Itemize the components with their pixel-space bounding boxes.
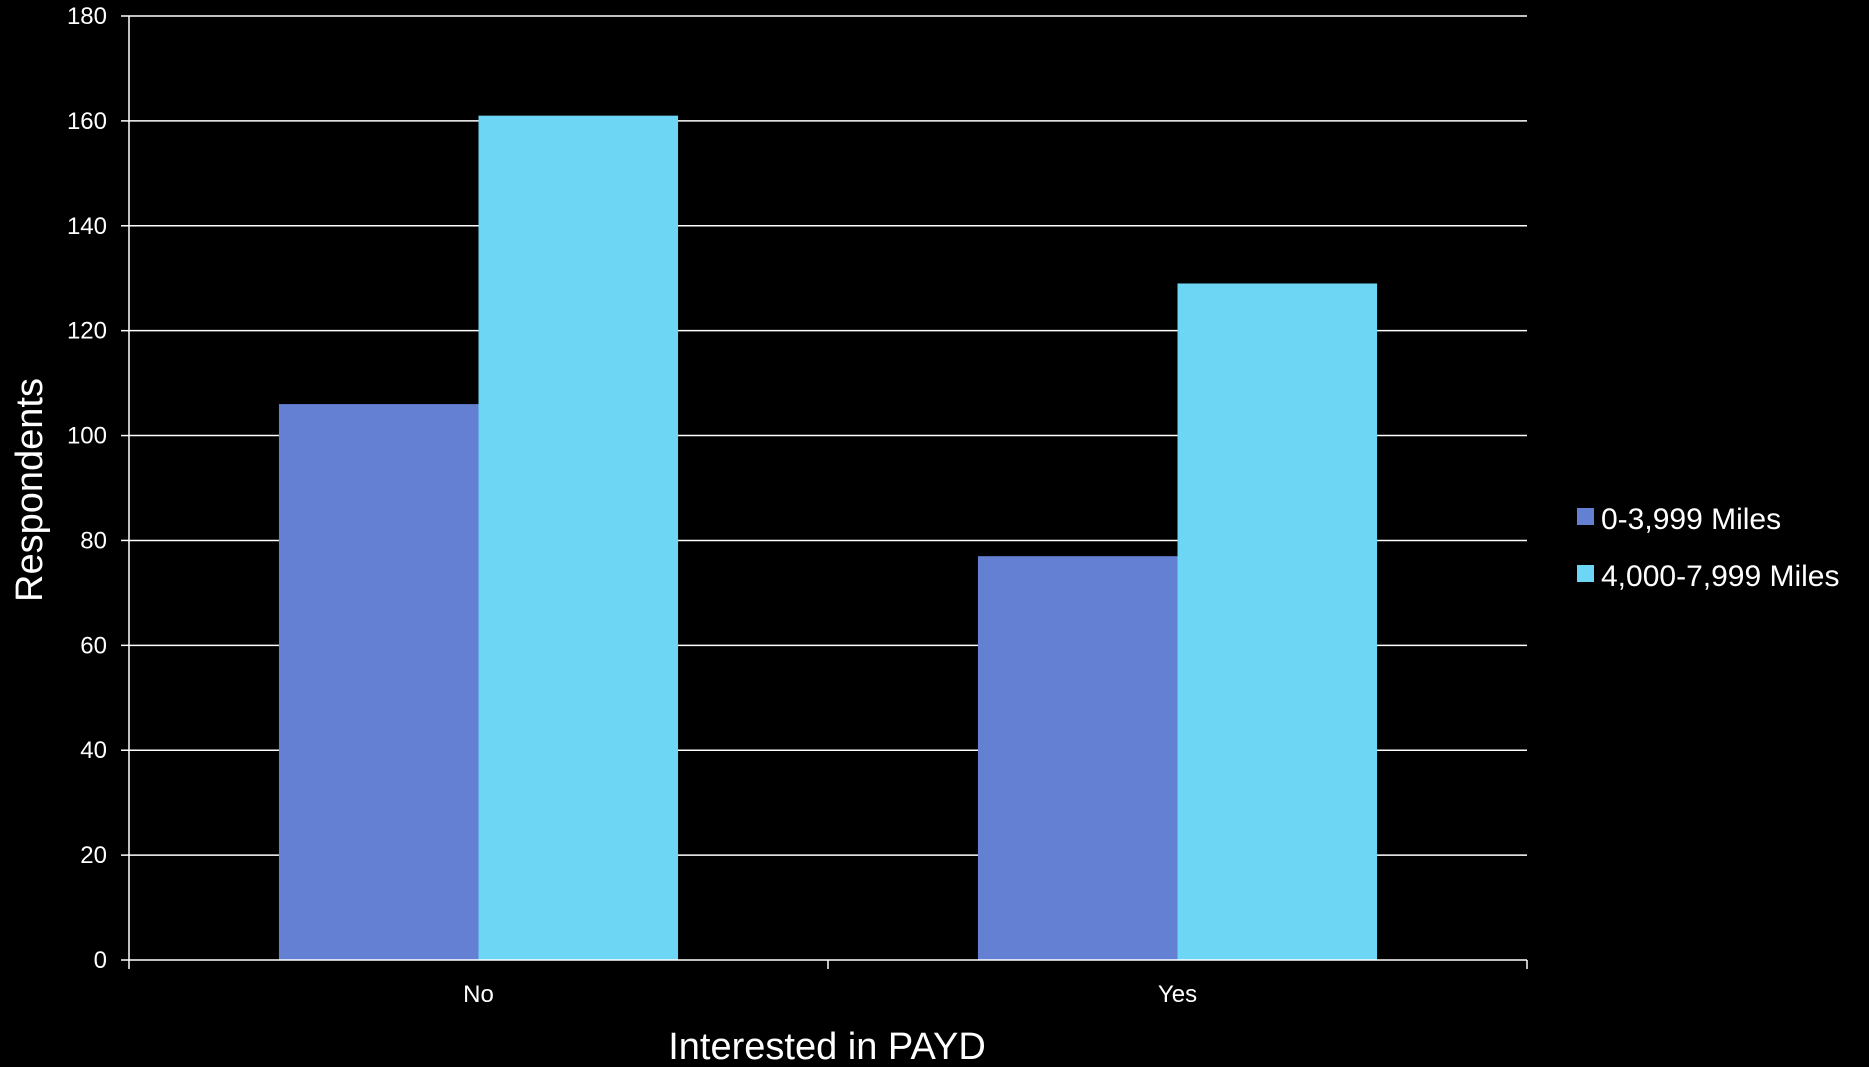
- bars: [279, 116, 1377, 960]
- y-tick-label: 80: [80, 527, 107, 554]
- x-axis-title: Interested in PAYD: [668, 1026, 986, 1067]
- x-tick-labels: No Yes: [463, 981, 1197, 1008]
- y-tick-label: 140: [67, 213, 107, 240]
- y-axis-title: Respondents: [9, 378, 51, 602]
- bar-no-series-2: [479, 116, 679, 960]
- y-tick-label: 20: [80, 842, 107, 869]
- legend-label: 0-3,999 Miles: [1601, 503, 1781, 536]
- y-tick-label: 100: [67, 423, 107, 450]
- legend-swatch: [1577, 565, 1594, 582]
- bar-no-series-1: [279, 404, 479, 960]
- y-tick-label: 60: [80, 632, 107, 659]
- y-tick-label: 120: [67, 318, 107, 345]
- legend-label: 4,000-7,999 Miles: [1601, 560, 1839, 593]
- y-tick-label: 0: [94, 947, 107, 974]
- y-tick-labels: 0 20 40 60 80 100 120 140 160 180: [67, 3, 107, 974]
- y-tick-label: 180: [67, 3, 107, 30]
- x-tick-label: No: [463, 981, 494, 1008]
- legend: 0-3,999 Miles 4,000-7,999 Miles: [1577, 503, 1839, 593]
- x-tick-label: Yes: [1158, 981, 1197, 1008]
- y-tick-label: 40: [80, 737, 107, 764]
- bar-yes-series-1: [978, 556, 1178, 960]
- y-tick-label: 160: [67, 108, 107, 135]
- legend-swatch: [1577, 508, 1594, 525]
- bar-yes-series-2: [1178, 283, 1378, 960]
